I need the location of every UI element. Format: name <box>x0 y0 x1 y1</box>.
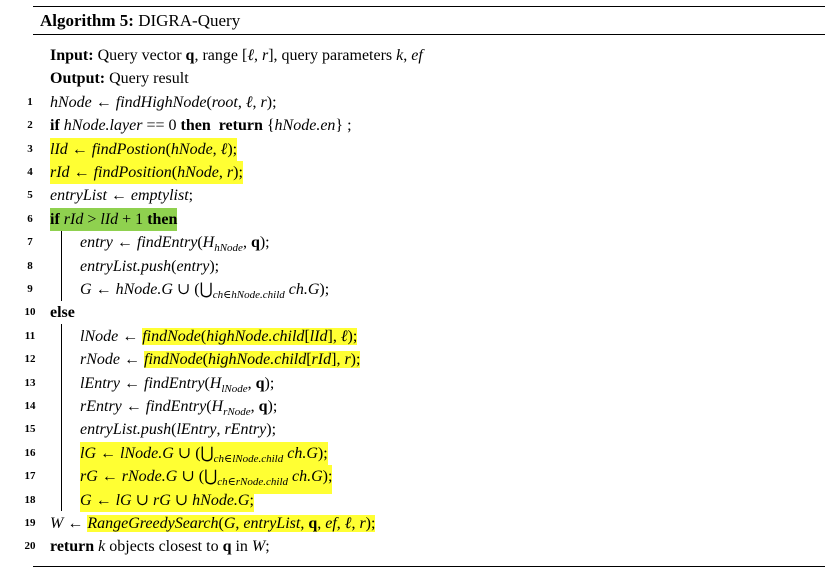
line-number: 16 <box>24 446 36 459</box>
title-rule <box>33 34 825 35</box>
algorithm-line: 3 lId ← findPostion(hNode, ℓ); <box>0 137 838 161</box>
line-number: 17 <box>24 470 36 483</box>
top-rule <box>33 6 825 7</box>
line-text: entryList.push(lEntry, rEntry); <box>80 421 277 439</box>
line-number: 3 <box>27 142 33 155</box>
line-number: 11 <box>24 329 36 342</box>
algorithm-line: 16 lG ← lNode.G ∪ (⋃ch∈lNode.child ch.G); <box>0 441 838 471</box>
line-number: 13 <box>24 376 36 389</box>
algorithm-line: 2 if hNode.layer == 0 then return {hNode.… <box>0 114 838 137</box>
line-number: 7 <box>27 236 33 249</box>
algorithm-line: 6 if rId > lId + 1 then <box>0 207 838 231</box>
line-number: 14 <box>24 400 36 412</box>
line-text: else <box>50 304 75 322</box>
line-text: lId ← findPostion(hNode, ℓ); <box>50 137 238 161</box>
algorithm-line: 20 return k objects closest to q in W; <box>0 535 838 558</box>
line-text: Output: Query result <box>50 70 189 88</box>
algorithm-line: Input: Query vector q, range [ℓ, r], que… <box>0 44 838 67</box>
line-number: 6 <box>27 212 33 225</box>
line-text: if hNode.layer == 0 then return {hNode.e… <box>50 117 352 135</box>
line-text: entryList.push(entry); <box>80 257 220 275</box>
algorithm-line: 10 else <box>0 301 838 324</box>
then-block-bar <box>61 231 62 301</box>
line-text: rId ← findPosition(hNode, r); <box>50 161 243 184</box>
algorithm-line: 5 entryList ← emptylist; <box>0 184 838 207</box>
line-text: hNode ← findHighNode(root, ℓ, r); <box>50 93 277 111</box>
line-number: 8 <box>27 259 33 272</box>
line-text: return k objects closest to q in W; <box>50 538 270 556</box>
line-text: G ← lG ∪ rG ∪ hNode.G; <box>80 488 254 512</box>
line-number: 1 <box>27 95 33 108</box>
algorithm-line: 17 rG ← rNode.G ∪ (⋃ch∈rNode.child ch.G); <box>0 465 838 495</box>
line-text: lNode ← findNode(highNode.child[lId], ℓ)… <box>80 327 358 345</box>
algorithm-line: 9 G ← hNode.G ∪ (⋃ch∈hNode.child ch.G); <box>0 278 838 301</box>
else-block-bar <box>61 324 62 511</box>
algorithm-line: 15 entryList.push(lEntry, rEntry); <box>0 418 838 441</box>
algorithm-line: 18 G ← lG ∪ rG ∪ hNode.G; <box>0 488 838 512</box>
line-number: 12 <box>24 353 36 366</box>
line-text: G ← hNode.G ∪ (⋃ch∈hNode.child ch.G); <box>80 281 330 302</box>
line-number: 5 <box>27 189 33 202</box>
line-number: 15 <box>24 423 36 436</box>
line-number: 9 <box>27 283 33 295</box>
line-text: lEntry ← findEntry(HlNode, q); <box>80 374 275 395</box>
line-text: entryList ← emptylist; <box>50 187 194 205</box>
algorithm-name: DIGRA-Query <box>138 11 241 30</box>
algorithm-line: 19 W ← RangeGreedySearch(G, entryList, q,… <box>0 512 838 535</box>
algorithm-line: 8 entryList.push(entry); <box>0 255 838 278</box>
line-text: rEntry ← findEntry(HrNode, q); <box>80 398 278 419</box>
algorithm-line: 14 rEntry ← findEntry(HrNode, q); <box>0 395 838 418</box>
bottom-rule <box>33 566 825 567</box>
line-number: 20 <box>24 540 36 553</box>
line-number: 4 <box>27 166 33 178</box>
line-number: 18 <box>24 493 36 506</box>
line-text: if rId > lId + 1 then <box>50 207 178 231</box>
algorithm-line: 7 entry ← findEntry(HhNode, q); <box>0 231 838 254</box>
line-text: Input: Query vector q, range [ℓ, r], que… <box>50 47 423 64</box>
line-text: entry ← findEntry(HhNode, q); <box>80 234 270 255</box>
algorithm-line: 4 rId ← findPosition(hNode, r); <box>0 161 838 184</box>
line-number: 2 <box>27 119 33 132</box>
algorithm-line: 1 hNode ← findHighNode(root, ℓ, r); <box>0 91 838 114</box>
algorithm-line: 13 lEntry ← findEntry(HlNode, q); <box>0 372 838 395</box>
line-number: 10 <box>24 306 36 319</box>
algorithm-line: 12 rNode ← findNode(highNode.child[rId], … <box>0 348 838 371</box>
algorithm-line: 11 lNode ← findNode(highNode.child[lId], … <box>0 325 838 348</box>
line-text: W ← RangeGreedySearch(G, entryList, q, e… <box>50 515 376 532</box>
line-text: rNode ← findNode(highNode.child[rId], r)… <box>80 351 361 369</box>
algorithm-label: Algorithm 5: <box>40 11 134 30</box>
algorithm-title: Algorithm 5: DIGRA-Query <box>40 9 240 33</box>
line-number: 19 <box>24 517 36 529</box>
algorithm-line: Output: Query result <box>0 67 838 90</box>
